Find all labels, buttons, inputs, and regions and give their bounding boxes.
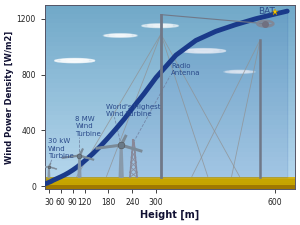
Polygon shape (48, 167, 50, 177)
Text: 8 MW
Wind
Turbine: 8 MW Wind Turbine (76, 116, 101, 137)
Polygon shape (40, 166, 49, 168)
Ellipse shape (224, 71, 243, 73)
Text: Radio
Antenna: Radio Antenna (171, 63, 201, 76)
Ellipse shape (142, 24, 167, 27)
Polygon shape (48, 166, 56, 169)
Polygon shape (48, 163, 51, 167)
Polygon shape (119, 145, 123, 177)
Ellipse shape (148, 25, 172, 28)
Polygon shape (120, 144, 141, 151)
Ellipse shape (109, 34, 131, 36)
Ellipse shape (67, 59, 94, 62)
Text: BAT: BAT (259, 7, 275, 16)
Polygon shape (78, 155, 81, 177)
Text: World's Highest
Wind Turbine: World's Highest Wind Turbine (106, 104, 161, 117)
Ellipse shape (154, 24, 178, 27)
Ellipse shape (109, 35, 131, 37)
Ellipse shape (188, 49, 219, 52)
Ellipse shape (104, 34, 136, 37)
Ellipse shape (61, 60, 88, 63)
Ellipse shape (188, 50, 219, 53)
Polygon shape (63, 155, 80, 158)
X-axis label: Height [m]: Height [m] (140, 210, 200, 220)
Ellipse shape (142, 24, 178, 27)
Ellipse shape (55, 59, 94, 63)
Polygon shape (78, 149, 82, 156)
Ellipse shape (230, 70, 249, 72)
Polygon shape (97, 144, 122, 148)
Ellipse shape (194, 49, 225, 53)
Y-axis label: Wind Power Density [W/m2]: Wind Power Density [W/m2] (5, 30, 14, 164)
Ellipse shape (182, 49, 213, 53)
Ellipse shape (55, 59, 82, 62)
Text: 30 kW
Wind
Turbine: 30 kW Wind Turbine (48, 138, 74, 159)
Ellipse shape (236, 71, 255, 73)
Ellipse shape (226, 71, 254, 73)
Ellipse shape (103, 34, 125, 37)
Ellipse shape (182, 49, 226, 53)
Polygon shape (119, 136, 126, 145)
Ellipse shape (61, 58, 88, 62)
Ellipse shape (230, 71, 249, 73)
Ellipse shape (115, 34, 137, 37)
Ellipse shape (148, 24, 172, 27)
Polygon shape (78, 155, 93, 160)
